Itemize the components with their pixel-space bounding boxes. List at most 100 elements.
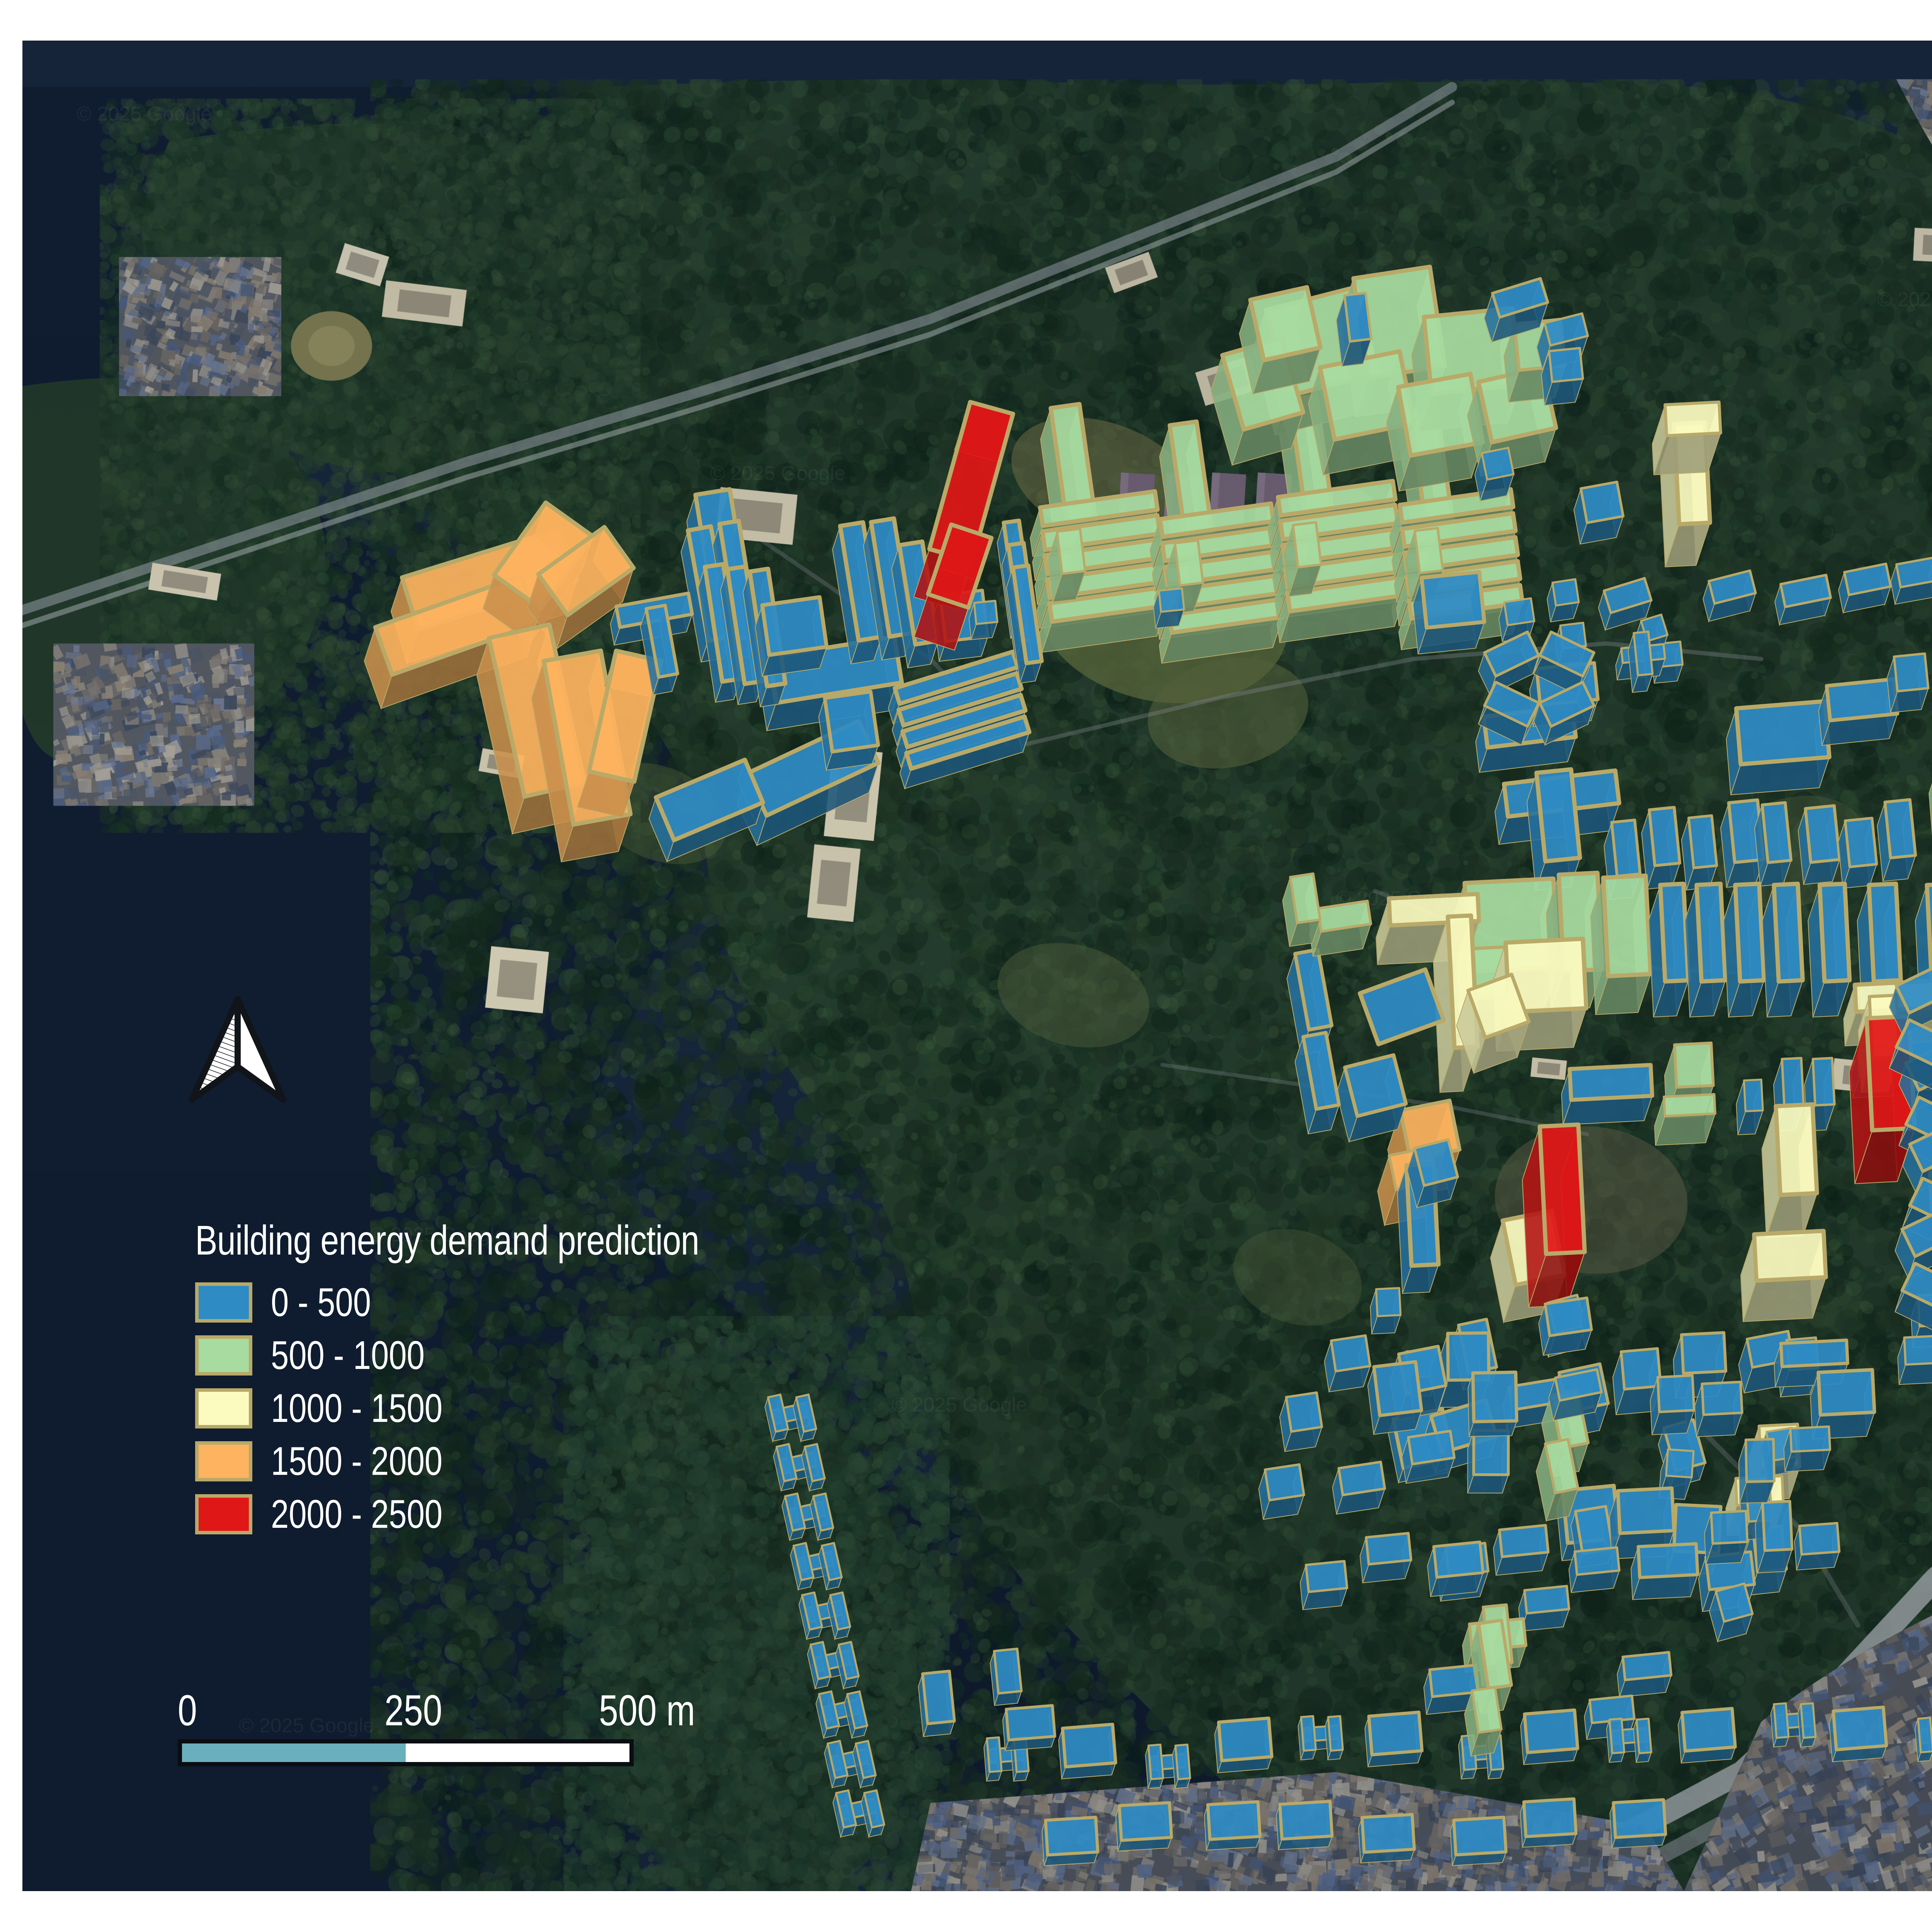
building-polygon[interactable] <box>1915 1716 1932 1762</box>
building-polygon[interactable] <box>983 1736 1003 1782</box>
building-polygon[interactable] <box>1770 1702 1790 1748</box>
building-roof[interactable] <box>855 1740 877 1779</box>
building-polygon[interactable] <box>790 1541 815 1591</box>
building-roof[interactable] <box>1375 1287 1402 1317</box>
building-polygon[interactable] <box>1654 1093 1716 1146</box>
building-polygon[interactable] <box>1386 371 1485 492</box>
building-roof[interactable] <box>1665 1448 1695 1479</box>
building-roof[interactable] <box>1471 1686 1503 1734</box>
building-polygon[interactable] <box>824 1739 849 1789</box>
building-roof[interactable] <box>1811 1057 1836 1107</box>
building-roof[interactable] <box>1680 1707 1737 1753</box>
building-polygon[interactable] <box>1677 1707 1737 1764</box>
building-roof[interactable] <box>827 1740 849 1779</box>
building-polygon[interactable] <box>1702 569 1757 623</box>
building-roof[interactable] <box>1832 1705 1888 1752</box>
building-roof[interactable] <box>986 1736 1003 1773</box>
building-polygon[interactable] <box>1838 817 1878 889</box>
building-roof[interactable] <box>838 1641 860 1680</box>
building-polygon[interactable] <box>1546 578 1580 623</box>
building-polygon[interactable] <box>801 1442 826 1492</box>
building-polygon[interactable] <box>818 1541 843 1591</box>
building-roof[interactable] <box>1543 312 1589 347</box>
building-polygon[interactable] <box>1561 1063 1655 1125</box>
building-roof[interactable] <box>1761 1500 1794 1552</box>
building-polygon[interactable] <box>861 1789 885 1839</box>
building-roof[interactable] <box>1612 1798 1667 1839</box>
building-roof[interactable] <box>1432 1540 1485 1579</box>
building-polygon[interactable] <box>832 1789 857 1839</box>
building-roof[interactable] <box>1633 630 1654 677</box>
building-roof[interactable] <box>1779 1338 1849 1368</box>
building-roof[interactable] <box>1206 1800 1262 1841</box>
building-roof[interactable] <box>1413 527 1444 574</box>
building-roof[interactable] <box>1173 539 1204 587</box>
building-roof[interactable] <box>900 693 1028 749</box>
building-polygon[interactable] <box>1493 1524 1550 1576</box>
legend-row[interactable]: 0 - 500 <box>195 1276 825 1329</box>
building-polygon[interactable] <box>1336 1053 1408 1143</box>
building-roof[interactable] <box>1844 817 1878 868</box>
building-polygon[interactable] <box>1456 972 1531 1074</box>
building-polygon[interactable] <box>990 1647 1023 1706</box>
building-polygon[interactable] <box>798 1591 823 1641</box>
building-polygon[interactable] <box>1041 1815 1099 1866</box>
building-polygon[interactable] <box>1838 562 1892 615</box>
building-polygon[interactable] <box>1450 1815 1508 1866</box>
building-polygon[interactable] <box>1774 573 1832 627</box>
building-roof[interactable] <box>1038 489 1160 528</box>
building-roof[interactable] <box>829 1591 851 1631</box>
building-polygon[interactable] <box>852 1739 877 1789</box>
building-polygon[interactable] <box>1204 1800 1262 1851</box>
building-polygon[interactable] <box>1522 1122 1587 1308</box>
building-polygon[interactable] <box>1145 1743 1164 1789</box>
building-roof[interactable] <box>1472 1429 1510 1476</box>
building-polygon[interactable] <box>1002 1704 1056 1751</box>
building-polygon[interactable] <box>1548 1368 1603 1422</box>
building-roof[interactable] <box>835 1789 857 1828</box>
building-roof[interactable] <box>1752 1229 1828 1283</box>
legend-row[interactable]: 500 - 1000 <box>195 1329 825 1382</box>
building-roof[interactable] <box>1503 597 1536 627</box>
building-polygon[interactable] <box>1006 563 1044 684</box>
building-polygon[interactable] <box>1774 1338 1849 1388</box>
building-polygon[interactable] <box>844 1690 868 1740</box>
building-polygon[interactable] <box>1115 1801 1173 1852</box>
building-roof[interactable] <box>1743 1078 1764 1112</box>
building-roof[interactable] <box>1361 1813 1416 1854</box>
building-roof[interactable] <box>1663 1093 1716 1117</box>
building-roof[interactable] <box>1798 1522 1841 1556</box>
building-roof[interactable] <box>1895 1018 1932 1071</box>
building-roof[interactable] <box>1523 1708 1580 1754</box>
building-polygon[interactable] <box>1797 1702 1817 1748</box>
building-polygon[interactable] <box>1358 1813 1416 1864</box>
building-polygon[interactable] <box>835 1640 860 1690</box>
building-polygon[interactable] <box>1538 1296 1593 1356</box>
building-polygon[interactable] <box>899 714 1032 790</box>
building-roof[interactable] <box>1544 1296 1593 1337</box>
building-polygon[interactable] <box>1520 1797 1578 1848</box>
building-roof[interactable] <box>1733 882 1766 984</box>
building-roof[interactable] <box>645 603 679 679</box>
building-polygon[interactable] <box>1726 699 1832 795</box>
building-roof[interactable] <box>1304 1560 1349 1593</box>
building-roof[interactable] <box>1900 1262 1932 1314</box>
building-roof[interactable] <box>1285 1391 1323 1433</box>
building-roof[interactable] <box>1538 681 1595 728</box>
building-roof[interactable] <box>1817 882 1852 984</box>
building-roof[interactable] <box>1800 1702 1817 1739</box>
building-polygon[interactable] <box>1541 347 1584 406</box>
building-polygon[interactable] <box>1694 1381 1743 1437</box>
building-roof[interactable] <box>1893 652 1930 693</box>
building-roof[interactable] <box>1708 569 1757 605</box>
building-roof[interactable] <box>1428 1663 1480 1698</box>
building-polygon[interactable] <box>1590 873 1653 1015</box>
building-roof[interactable] <box>1174 1743 1191 1780</box>
building-polygon[interactable] <box>1214 1716 1274 1773</box>
building-roof[interactable] <box>1522 1797 1578 1838</box>
building-polygon[interactable] <box>1336 291 1372 367</box>
building-roof[interactable] <box>1372 1360 1423 1417</box>
building-roof[interactable] <box>1551 578 1580 607</box>
building-polygon[interactable] <box>1332 1461 1386 1515</box>
building-polygon[interactable] <box>1798 804 1841 885</box>
